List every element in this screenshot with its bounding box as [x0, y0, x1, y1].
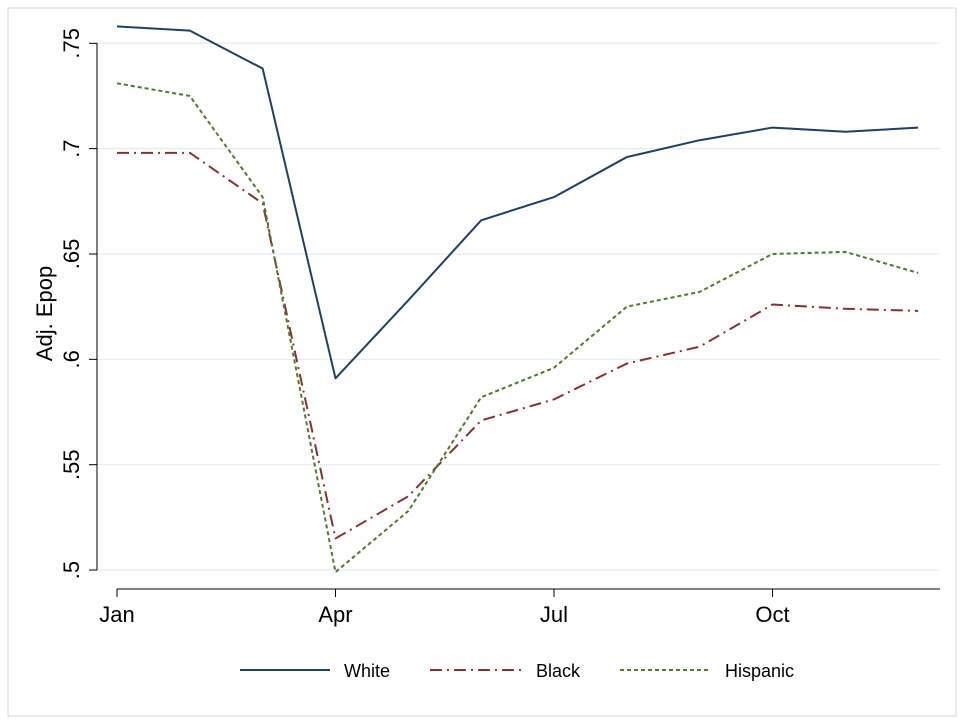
x-tick-label: Jan	[99, 602, 134, 627]
y-tick-label: .55	[59, 449, 84, 480]
y-tick-label: .7	[59, 139, 84, 157]
y-tick-label: .65	[59, 239, 84, 270]
y-tick-label: .6	[59, 350, 84, 368]
y-axis-label: Adj. Epop	[32, 266, 57, 361]
y-tick-label: .5	[59, 561, 84, 579]
chart-border	[8, 8, 956, 716]
x-tick-label: Jul	[540, 602, 568, 627]
legend-label-black: Black	[536, 661, 581, 681]
y-tick-label: .75	[59, 28, 84, 59]
legend-label-hispanic: Hispanic	[725, 661, 794, 681]
x-tick-label: Oct	[755, 602, 789, 627]
x-tick-label: Apr	[318, 602, 352, 627]
legend-label-white: White	[344, 661, 390, 681]
